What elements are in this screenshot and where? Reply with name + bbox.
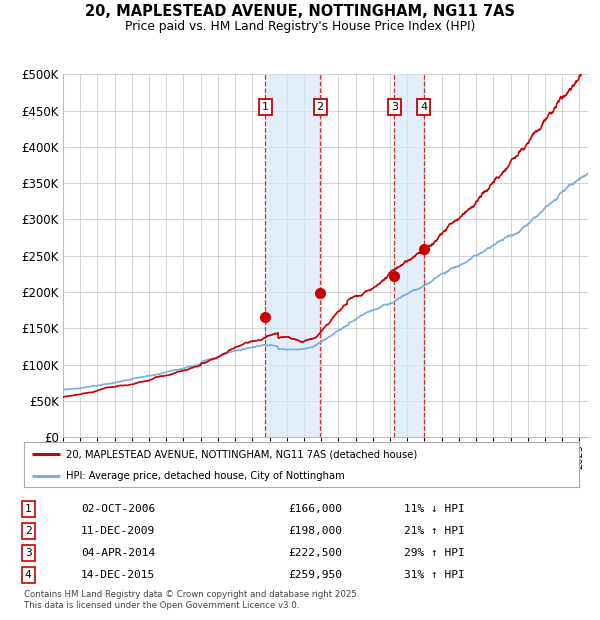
Text: Price paid vs. HM Land Registry's House Price Index (HPI): Price paid vs. HM Land Registry's House … — [125, 20, 475, 33]
Text: 2: 2 — [317, 102, 324, 112]
Bar — [394, 74, 424, 437]
Text: 29% ↑ HPI: 29% ↑ HPI — [404, 548, 464, 558]
Text: 11% ↓ HPI: 11% ↓ HPI — [404, 504, 464, 514]
Text: 4: 4 — [25, 570, 32, 580]
Text: 20, MAPLESTEAD AVENUE, NOTTINGHAM, NG11 7AS: 20, MAPLESTEAD AVENUE, NOTTINGHAM, NG11 … — [85, 4, 515, 19]
Text: HPI: Average price, detached house, City of Nottingham: HPI: Average price, detached house, City… — [65, 471, 344, 480]
Text: 02-OCT-2006: 02-OCT-2006 — [81, 504, 155, 514]
Text: 1: 1 — [25, 504, 32, 514]
Text: £222,500: £222,500 — [289, 548, 343, 558]
Text: 4: 4 — [420, 102, 427, 112]
Text: £259,950: £259,950 — [289, 570, 343, 580]
Text: 31% ↑ HPI: 31% ↑ HPI — [404, 570, 464, 580]
Text: 3: 3 — [391, 102, 398, 112]
Bar — [265, 74, 320, 437]
Text: 21% ↑ HPI: 21% ↑ HPI — [404, 526, 464, 536]
Text: 1: 1 — [262, 102, 269, 112]
Text: 14-DEC-2015: 14-DEC-2015 — [81, 570, 155, 580]
Text: 3: 3 — [25, 548, 32, 558]
Text: 2: 2 — [25, 526, 32, 536]
Text: £166,000: £166,000 — [289, 504, 343, 514]
Text: 11-DEC-2009: 11-DEC-2009 — [81, 526, 155, 536]
Text: 04-APR-2014: 04-APR-2014 — [81, 548, 155, 558]
Text: £198,000: £198,000 — [289, 526, 343, 536]
Text: 20, MAPLESTEAD AVENUE, NOTTINGHAM, NG11 7AS (detached house): 20, MAPLESTEAD AVENUE, NOTTINGHAM, NG11 … — [65, 449, 417, 459]
Text: Contains HM Land Registry data © Crown copyright and database right 2025.
This d: Contains HM Land Registry data © Crown c… — [24, 590, 359, 609]
